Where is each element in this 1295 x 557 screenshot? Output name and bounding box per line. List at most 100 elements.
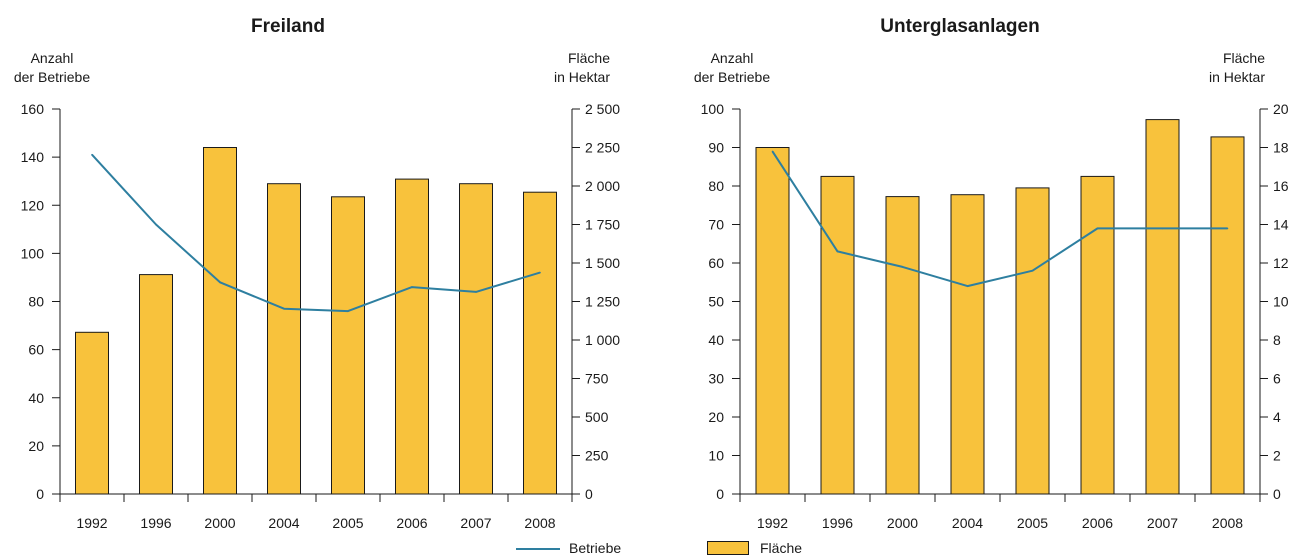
x-tick-label-2005: 2005	[332, 515, 363, 531]
y-axis-right-label-line2: in Hektar	[1209, 69, 1265, 85]
y-right-tick-label: 1 250	[585, 294, 620, 310]
y-right-tick-label: 1 500	[585, 255, 620, 271]
line-point-2004	[283, 307, 285, 310]
x-tick-label-2000: 2000	[887, 515, 918, 531]
y-right-tick-label: 0	[1273, 486, 1281, 502]
y-right-tick-label: 0	[585, 486, 593, 502]
line-point-2006	[1096, 227, 1099, 230]
y-left-tick-label: 100	[21, 245, 45, 261]
x-tick-label-1992: 1992	[76, 515, 107, 531]
legend-line-swatch	[516, 548, 560, 550]
chart-title: Freiland	[251, 16, 325, 37]
line-point-1992	[91, 153, 93, 156]
bar-2004	[267, 183, 301, 495]
x-tick-label-2000: 2000	[204, 515, 235, 531]
bar-2006	[395, 178, 429, 495]
line-series-betriebe	[91, 154, 541, 313]
line-point-2000	[219, 281, 221, 284]
y-left-tick-label: 10	[708, 448, 724, 464]
x-tick-label-2004: 2004	[952, 515, 983, 531]
x-tick-label-1996: 1996	[822, 515, 853, 531]
y-left-tick-label: 40	[708, 332, 724, 348]
bar-2005	[1015, 187, 1050, 495]
y-left-tick-label: 100	[701, 101, 725, 117]
y-left-tick-label: 20	[28, 438, 44, 454]
line-point-2000	[901, 266, 904, 268]
y-right-tick-label: 2 500	[585, 101, 620, 117]
bar-2007	[1145, 119, 1180, 495]
y-axis-right-label-line2: in Hektar	[554, 69, 610, 85]
y-left-tick-label: 90	[708, 140, 724, 156]
y-left-tick-label: 70	[708, 217, 724, 233]
x-tick-label-1992: 1992	[757, 515, 788, 531]
legend-line-label: Betriebe	[569, 540, 622, 556]
y-left-tick-label: 120	[21, 197, 45, 213]
bar-1996	[820, 175, 855, 495]
x-tick-label-2006: 2006	[396, 515, 427, 531]
x-tick-label-2004: 2004	[268, 515, 299, 531]
bar-1996	[139, 274, 173, 495]
y-right-tick-label: 8	[1273, 332, 1281, 348]
y-left-tick-label: 50	[708, 294, 724, 310]
bar-2008	[1210, 136, 1245, 495]
y-left-tick-label: 0	[36, 486, 44, 502]
y-left-tick-label: 60	[708, 255, 724, 271]
x-tick-label-2006: 2006	[1082, 515, 1113, 531]
y-left-tick-label: 160	[21, 101, 45, 117]
y-right-tick-label: 2 250	[585, 140, 620, 156]
y-left-tick-label: 140	[21, 149, 45, 165]
y-axis-left-label-line2: der Betriebe	[694, 69, 770, 85]
y-axis-left-label-line1: Anzahl	[711, 50, 754, 66]
y-right-tick-label: 2	[1273, 448, 1281, 464]
legend-bar-swatch	[707, 541, 749, 555]
y-right-tick-label: 4	[1273, 409, 1281, 425]
y-right-tick-label: 1 000	[585, 332, 620, 348]
y-right-tick-label: 2 000	[585, 178, 620, 194]
y-left-tick-label: 80	[708, 178, 724, 194]
x-tick-label-1996: 1996	[140, 515, 171, 531]
chart-title: Unterglasanlagen	[880, 16, 1039, 37]
y-left-tick-label: 60	[28, 342, 44, 358]
y-right-tick-label: 10	[1273, 294, 1289, 310]
line-point-2008	[539, 271, 541, 274]
line-point-1992	[771, 150, 774, 153]
x-tick-label-2007: 2007	[1147, 515, 1178, 531]
y-right-tick-label: 6	[1273, 371, 1281, 387]
line-point-2007	[1161, 227, 1164, 230]
line-series-betriebe	[771, 150, 1228, 288]
y-right-tick-label: 18	[1273, 140, 1289, 156]
x-tick-label-2007: 2007	[460, 515, 491, 531]
line-point-2008	[1226, 227, 1229, 230]
x-tick-label-2005: 2005	[1017, 515, 1048, 531]
y-axis-left-label-line1: Anzahl	[31, 50, 74, 66]
chart-panel-1: Freiland Anzahl der Betriebe Fläche in Hekta…	[14, 16, 620, 531]
y-axis-right-label-line1: Fläche	[568, 50, 610, 66]
y-left-tick-label: 30	[708, 371, 724, 387]
y-left-tick-label: 0	[716, 486, 724, 502]
y-right-tick-label: 14	[1273, 217, 1289, 233]
y-right-tick-label: 500	[585, 409, 609, 425]
y-axis-right-label-line1: Fläche	[1223, 50, 1265, 66]
bar-2007	[459, 183, 493, 495]
y-right-tick-label: 20	[1273, 101, 1289, 117]
y-right-tick-label: 750	[585, 371, 609, 387]
chart-panel-2: Unterglasanlagen Anzahl der Betriebe Fläche…	[694, 16, 1289, 531]
x-tick-label-2008: 2008	[524, 515, 555, 531]
y-right-tick-label: 12	[1273, 255, 1289, 271]
line-point-2005	[347, 310, 349, 312]
y-right-tick-label: 1 750	[585, 217, 620, 233]
y-left-tick-label: 40	[28, 390, 44, 406]
bar-1992	[755, 147, 790, 495]
y-axis-left-label-line2: der Betriebe	[14, 69, 90, 85]
y-left-tick-label: 20	[708, 409, 724, 425]
legend-bar-label: Fläche	[760, 540, 803, 556]
line-point-2005	[1031, 269, 1034, 272]
y-right-tick-label: 250	[585, 448, 609, 464]
line-point-2006	[411, 286, 413, 288]
bar-2000	[203, 147, 237, 495]
bar-2004	[950, 194, 985, 495]
bar-2008	[523, 191, 557, 495]
line-point-1996	[155, 223, 157, 226]
